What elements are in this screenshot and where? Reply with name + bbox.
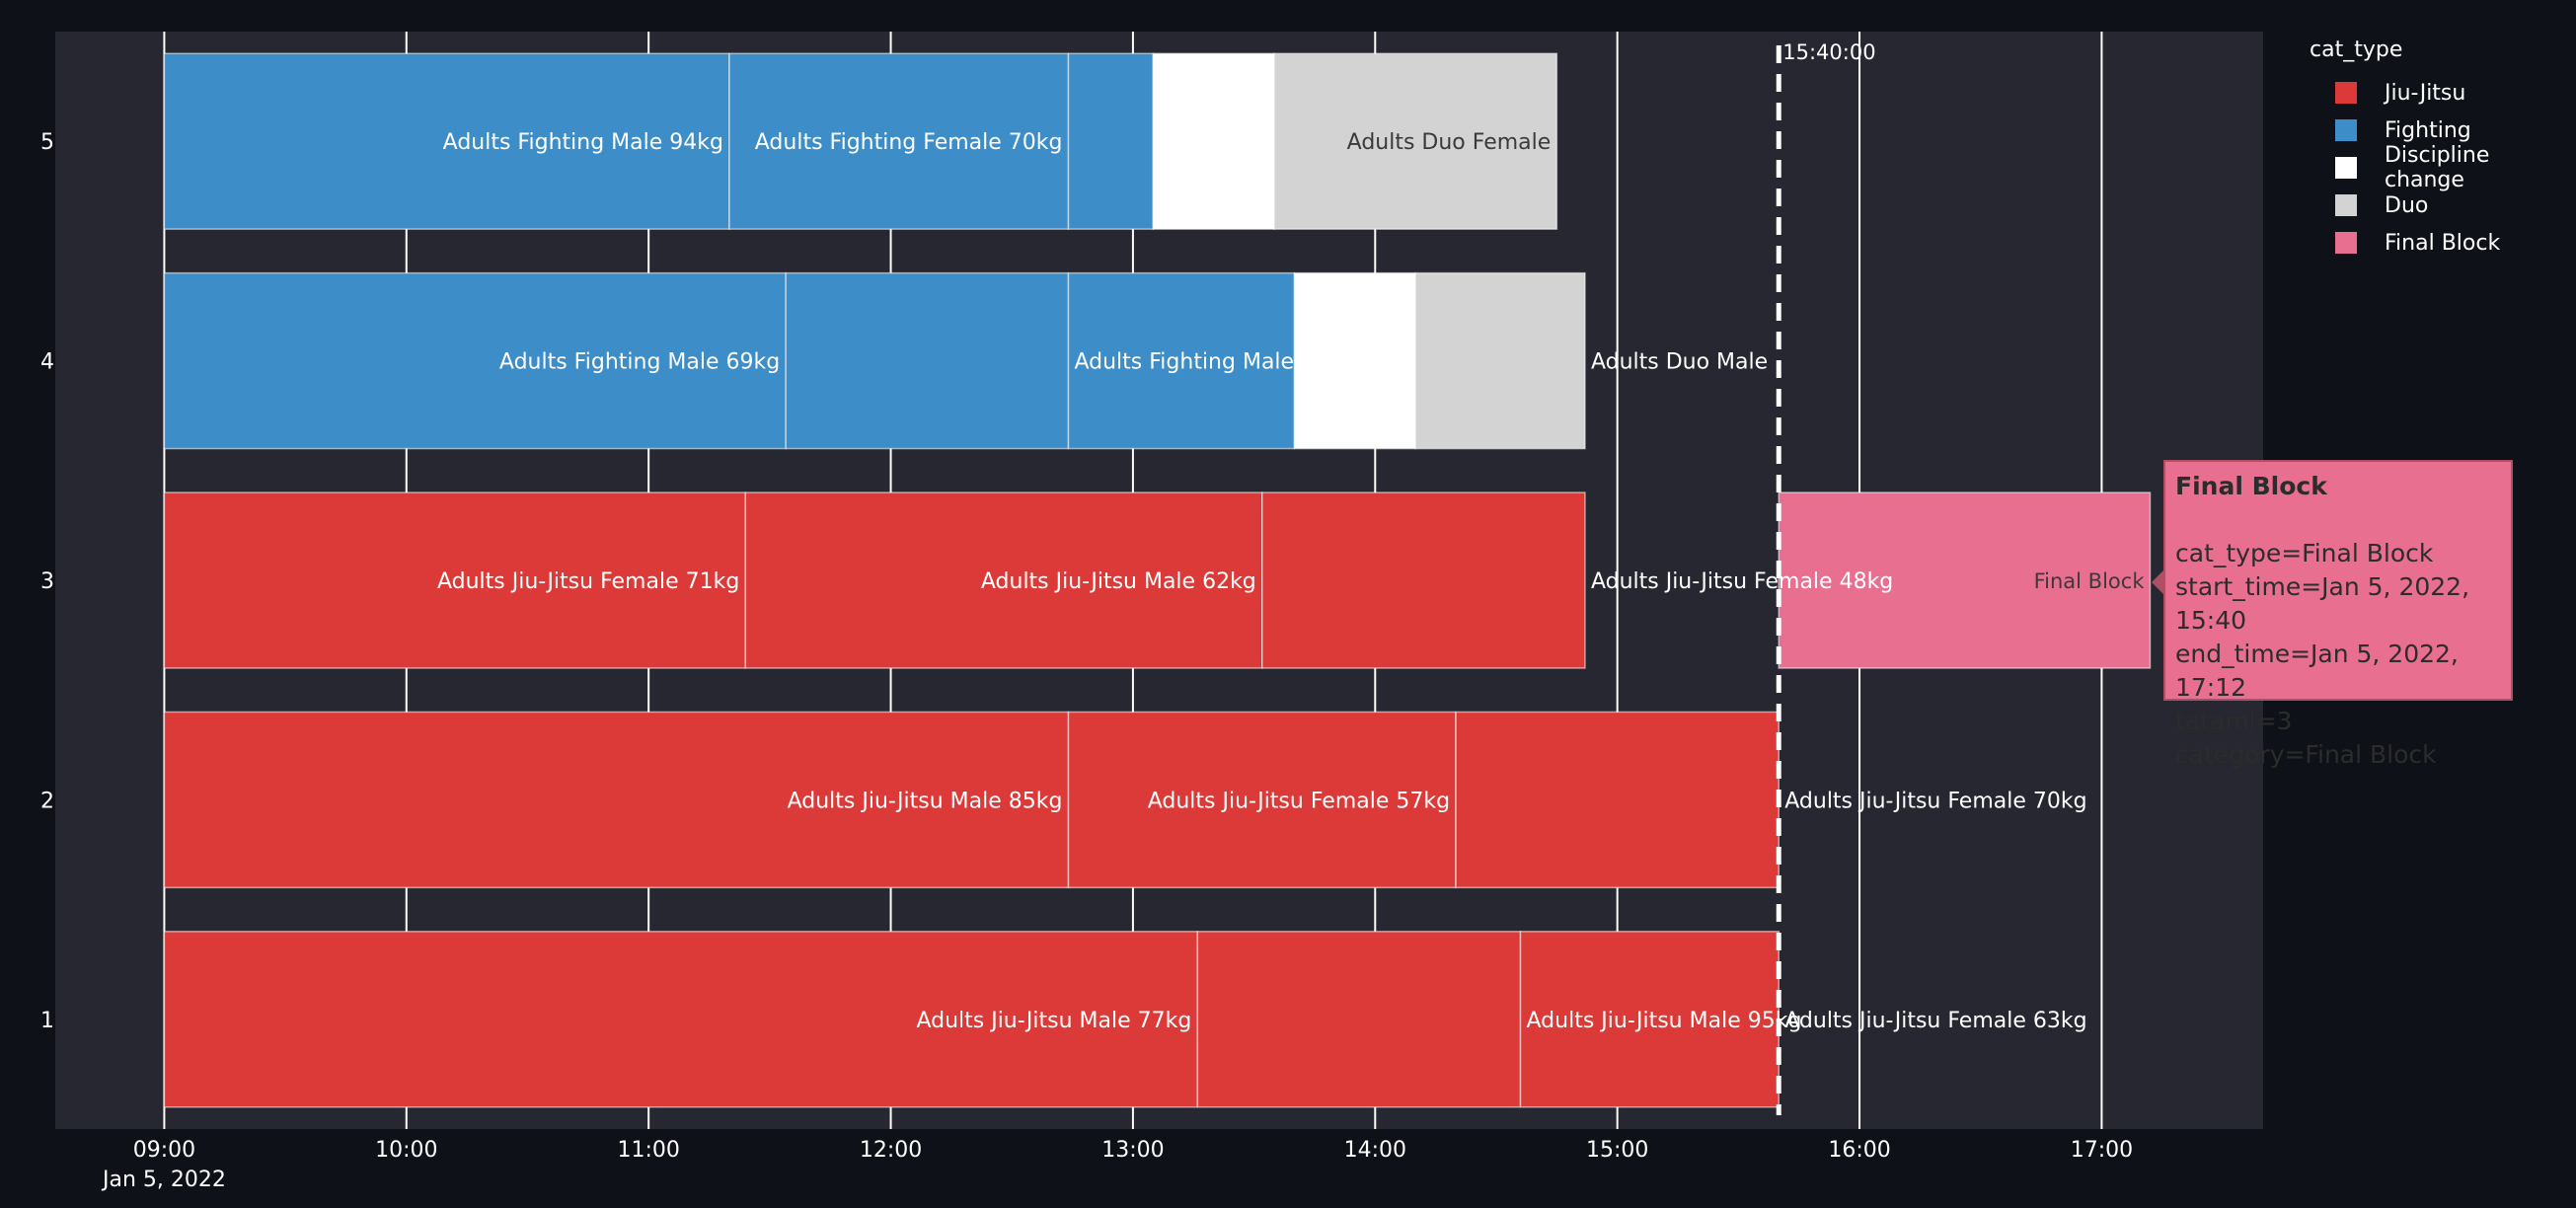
- task-bar: [1152, 52, 1275, 230]
- task-bar: [163, 491, 747, 669]
- legend-item[interactable]: Duo: [2310, 187, 2576, 224]
- task-bar: [1519, 931, 1780, 1108]
- legend-swatch: [2335, 119, 2357, 141]
- bar-layer: [163, 52, 2152, 1108]
- tooltip-line: tatami=3: [2175, 707, 2293, 735]
- legend-item[interactable]: Discipline change: [2310, 143, 2576, 192]
- bar-label: Adults Fighting Male 56kg: [1074, 350, 1354, 375]
- task-bar: [163, 52, 730, 230]
- x-tick-label: 12:00: [860, 1138, 922, 1163]
- tooltip-line: start_time=Jan 5, 2022, 15:40: [2175, 572, 2470, 635]
- bar-label: Adults Jiu-Jitsu Female 57kg: [1148, 789, 1450, 813]
- legend-item[interactable]: Final Block: [2310, 224, 2576, 262]
- legend-label: Discipline change: [2384, 143, 2490, 192]
- x-tick-label: 16:00: [1828, 1138, 1890, 1163]
- x-tick-label: 14:00: [1344, 1138, 1406, 1163]
- x-tick-label: 11:00: [617, 1138, 679, 1163]
- axis-layer: 09:00 10:00 11:00 12:00 13:00 14:00 15:00 16:00…: [40, 130, 2133, 1192]
- x-tick-label: 15:00: [1586, 1138, 1648, 1163]
- tooltip-pointer: [2152, 570, 2163, 594]
- y-tick-label: 3: [40, 569, 54, 594]
- task-bar: [1455, 711, 1780, 889]
- legend-label: Duo: [2385, 192, 2429, 218]
- task-bar: [1196, 931, 1522, 1108]
- task-bar: [1067, 271, 1296, 450]
- legend-item[interactable]: Jiu-Jitsu: [2310, 74, 2576, 112]
- x-tick-label: 17:00: [2071, 1138, 2133, 1163]
- legend-label: Final Block: [2385, 230, 2501, 256]
- x-tick-label: 09:00: [133, 1138, 195, 1163]
- bar-label: Adults Jiu-Jitsu Female 70kg: [1784, 789, 2086, 813]
- bar-label: Adults Duo Male: [1591, 350, 1768, 375]
- legend-swatch: [2335, 82, 2357, 104]
- y-tick-label: 2: [40, 789, 54, 813]
- time-marker-label: 15:40:00: [1782, 40, 1875, 64]
- task-bar: [163, 711, 1070, 889]
- task-bar: [163, 931, 1199, 1108]
- y-tick-label: 4: [40, 350, 54, 375]
- legend: cat_type Jiu-Jitsu Fighting Discipline cha…: [2310, 38, 2576, 262]
- bar-label: Adults Jiu-Jitsu Female 71kg: [437, 569, 739, 594]
- legend-swatch: [2335, 157, 2357, 179]
- task-bar: [1293, 271, 1416, 450]
- tooltip-line: end_time=Jan 5, 2022, 17:12: [2175, 640, 2459, 702]
- tooltip-title: Final Block: [2175, 472, 2327, 500]
- legend-swatch: [2335, 194, 2357, 216]
- bar-label: Adults Fighting Male 69kg: [499, 350, 780, 375]
- x-tick-label: 13:00: [1101, 1138, 1164, 1163]
- bar-label: Adults Fighting Female 70kg: [755, 130, 1063, 155]
- legend-label: Fighting: [2385, 117, 2471, 143]
- task-bar: [785, 271, 1070, 450]
- task-bar: [1067, 52, 1155, 230]
- bar-label: Adults Jiu-Jitsu Male 62kg: [981, 569, 1256, 594]
- bar-label: Adults Jiu-Jitsu Male 77kg: [916, 1009, 1191, 1033]
- y-tick-label: 5: [40, 130, 54, 155]
- bar-label: Adults Duo Female: [1347, 130, 1552, 155]
- legend-swatch: [2335, 232, 2357, 254]
- hover-tooltip: Final Block cat_type=Final Block start_t…: [2163, 460, 2513, 769]
- x-tick-label: 10:00: [375, 1138, 437, 1163]
- tooltip-line: cat_type=Final Block: [2175, 539, 2434, 567]
- bar-label: Final Block: [2034, 569, 2146, 593]
- task-bar: [1273, 52, 1558, 230]
- tooltip-line: category=Final Block: [2175, 740, 2437, 769]
- legend-items: Jiu-Jitsu Fighting Discipline change Duo Fin…: [2310, 74, 2576, 262]
- label-layer: Adults Fighting Male 94kg Adults Fighting…: [437, 130, 2145, 1033]
- legend-label: Jiu-Jitsu: [2385, 80, 2466, 106]
- bar-label: Adults Jiu-Jitsu Female 63kg: [1784, 1009, 2086, 1033]
- task-bar: [1261, 491, 1586, 669]
- bar-label: Adults Jiu-Jitsu Female 48kg: [1591, 569, 1893, 594]
- task-bar: [744, 491, 1263, 669]
- task-bar: [728, 52, 1070, 230]
- bar-label: Adults Jiu-Jitsu Male 85kg: [788, 789, 1063, 813]
- task-bar: [1067, 711, 1457, 889]
- x-date-label: Jan 5, 2022: [101, 1168, 226, 1192]
- legend-title: cat_type: [2310, 38, 2403, 62]
- y-tick-label: 1: [40, 1009, 54, 1033]
- bar-label: Adults Jiu-Jitsu Male 95kg: [1527, 1009, 1802, 1033]
- legend-item[interactable]: Fighting: [2310, 112, 2576, 149]
- vline-layer: 15:40:00: [1776, 40, 1876, 1115]
- task-bar: [1778, 491, 2152, 669]
- task-bar: [163, 271, 787, 450]
- bar-label: Adults Fighting Male 94kg: [443, 130, 723, 155]
- task-bar: [1414, 271, 1586, 450]
